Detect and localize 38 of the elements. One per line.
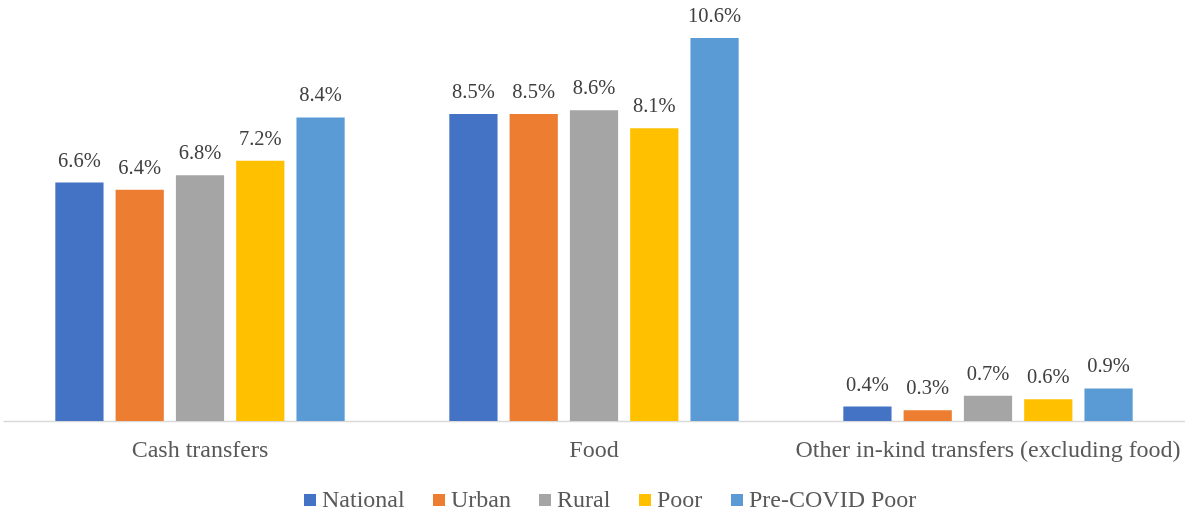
bar [690, 38, 739, 421]
data-label: 0.4% [846, 372, 889, 395]
bar [903, 410, 952, 421]
data-label: 8.5% [512, 79, 556, 102]
bar [175, 175, 225, 421]
x-tick-label: Food [569, 435, 619, 462]
bar [55, 182, 104, 421]
legend-label: Urban [451, 486, 511, 512]
legend-label: Rural [557, 486, 611, 512]
data-label: 8.5% [452, 79, 495, 102]
legend-label: Pre-COVID Poor [749, 486, 917, 512]
data-label: 0.6% [1026, 365, 1070, 388]
data-label: 10.6% [688, 4, 742, 26]
data-label: 0.9% [1087, 354, 1130, 377]
bar [115, 189, 164, 421]
bar [509, 113, 558, 421]
bar [449, 113, 498, 421]
data-label: 6.8% [178, 141, 222, 164]
data-label: 8.1% [632, 94, 676, 117]
data-label: 6.4% [118, 155, 162, 178]
bar [843, 406, 892, 421]
data-label: 8.6% [572, 76, 616, 99]
data-label: 7.2% [238, 126, 282, 149]
data-label: 6.6% [58, 148, 101, 171]
bar [963, 395, 1013, 421]
x-tick-label: Other in-kind transfers (excluding food) [795, 435, 1181, 462]
bar [236, 160, 285, 421]
data-label: 0.3% [906, 376, 950, 399]
legend-label: Poor [657, 486, 703, 512]
legend-label: National [322, 486, 405, 512]
data-label: 0.7% [966, 361, 1010, 384]
bar [1084, 388, 1133, 421]
bar [1024, 399, 1073, 421]
data-label: 8.4% [299, 83, 342, 106]
bar [296, 117, 345, 421]
bar [569, 110, 619, 421]
bar [630, 128, 679, 421]
x-tick-label: Cash transfers [131, 435, 269, 462]
